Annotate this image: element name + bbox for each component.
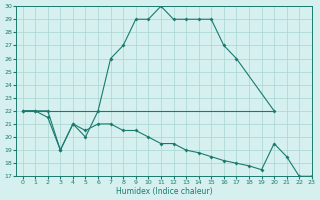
X-axis label: Humidex (Indice chaleur): Humidex (Indice chaleur): [116, 187, 212, 196]
